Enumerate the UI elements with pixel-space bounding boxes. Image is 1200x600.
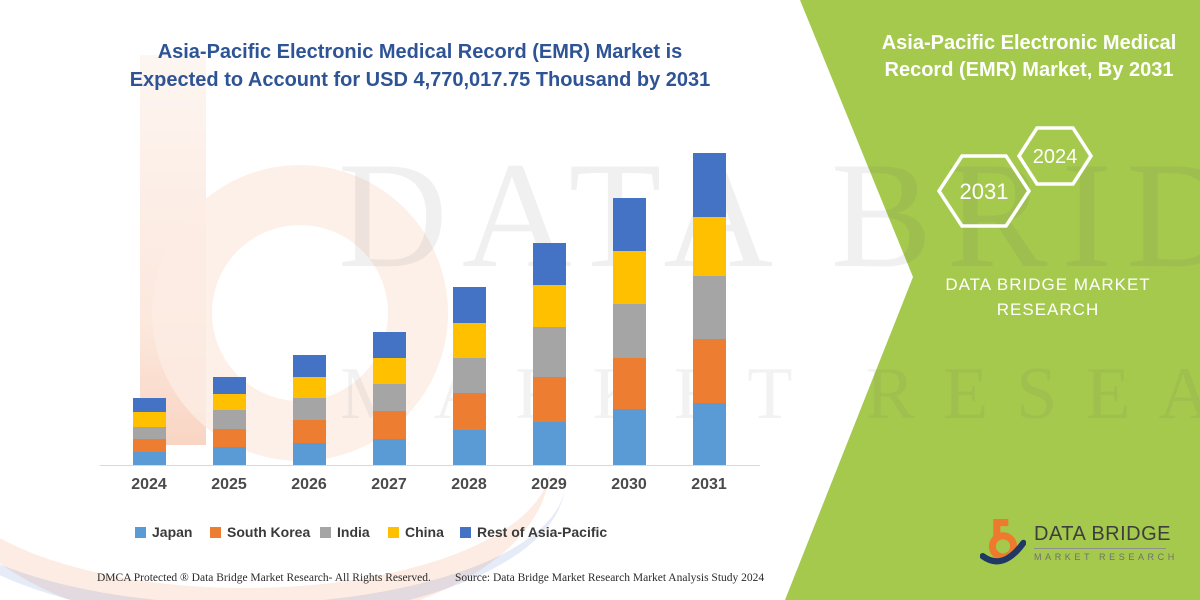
legend-item-india: India [320, 524, 370, 540]
bar-segment-japan [452, 430, 486, 465]
bar-segment-japan [212, 447, 246, 465]
bar-2028 [452, 287, 486, 465]
bar-segment-china [692, 217, 726, 276]
hexagon-2024-outline [1016, 126, 1094, 186]
bar-2026 [292, 355, 326, 465]
bar-segment-china [132, 412, 166, 427]
chart-title: Asia-Pacific Electronic Medical Record (… [100, 38, 740, 94]
x-axis-label-2027: 2027 [371, 476, 407, 493]
logo-subtitle: MARKET RESEARCH [1034, 551, 1178, 562]
x-axis-label-2030: 2030 [611, 476, 647, 493]
bar-2031 [692, 153, 726, 465]
bar-segment-japan [612, 409, 646, 465]
bar-segment-india [292, 398, 326, 420]
chart-title-line1: Asia-Pacific Electronic Medical Record (… [157, 41, 683, 63]
bar-segment-south-korea [452, 393, 486, 430]
legend-label: South Korea [227, 524, 311, 540]
bar-segment-south-korea [532, 377, 566, 422]
side-panel-brand-line1: DATA BRIDGE MARKET [945, 275, 1151, 294]
side-panel-brand: DATA BRIDGE MARKET RESEARCH [928, 272, 1168, 322]
side-panel-brand-line2: RESEARCH [996, 300, 1100, 319]
legend-swatch [320, 526, 331, 538]
legend-swatch [460, 526, 471, 538]
bar-segment-rest-of-asia-pacific [292, 355, 326, 377]
legend-swatch [388, 526, 399, 538]
bar-segment-india [532, 327, 566, 377]
hexagon-2031: 2031 [936, 152, 1032, 235]
bar-segment-rest-of-asia-pacific [132, 398, 166, 412]
bar-segment-india [132, 427, 166, 439]
data-bridge-logo-icon [980, 519, 1026, 565]
legend-item-japan: Japan [135, 524, 192, 540]
bar-segment-rest-of-asia-pacific [372, 332, 406, 358]
data-bridge-logo: DATA BRIDGE MARKET RESEARCH [980, 516, 1178, 568]
bar-2025 [212, 377, 246, 465]
hexagon-2031-outline [936, 154, 1032, 228]
x-axis-label-2025: 2025 [211, 476, 247, 493]
footer-dmca-text: DMCA Protected ® Data Bridge Market Rese… [97, 572, 431, 584]
hexagon-2024: 2024 [1016, 124, 1094, 193]
plot-area [100, 140, 760, 466]
bar-segment-south-korea [692, 339, 726, 403]
bar-segment-rest-of-asia-pacific [612, 198, 646, 251]
footer-source-text: Source: Data Bridge Market Research Mark… [455, 572, 765, 584]
bar-2027 [372, 332, 406, 465]
bar-segment-rest-of-asia-pacific [212, 377, 246, 394]
bar-segment-south-korea [292, 420, 326, 443]
legend-label: Rest of Asia-Pacific [477, 524, 608, 540]
bar-segment-india [372, 384, 406, 411]
legend-item-south-korea: South Korea [210, 524, 310, 540]
bar-segment-india [212, 410, 246, 429]
bar-segment-south-korea [372, 411, 406, 439]
bar-segment-japan [532, 422, 566, 465]
bar-segment-rest-of-asia-pacific [532, 243, 566, 285]
legend-item-china: China [388, 524, 444, 540]
bar-segment-south-korea [212, 429, 246, 447]
side-panel-heading-line1: Asia-Pacific Electronic Medical [881, 32, 1177, 54]
bar-segment-japan [692, 403, 726, 465]
x-axis-labels: 2024 2025 2026 2027 2028 2029 2030 2031 [100, 476, 760, 498]
legend-label: India [337, 524, 370, 540]
bar-segment-china [452, 323, 486, 358]
bar-segment-china [532, 285, 566, 327]
bar-segment-japan [292, 443, 326, 465]
hexagon-2031-label: 2031 [960, 179, 1009, 204]
bar-2029 [532, 243, 566, 465]
legend-item-rest-of-asia-pacific: Rest of Asia-Pacific [460, 524, 607, 540]
bar-2030 [612, 198, 646, 465]
bar-segment-japan [372, 439, 406, 465]
legend-swatch [135, 526, 146, 538]
side-panel-heading: Asia-Pacific Electronic Medical Record (… [864, 30, 1194, 84]
bar-segment-south-korea [612, 358, 646, 409]
logo-name: DATA BRIDGE [1034, 522, 1172, 545]
hexagon-2024-label: 2024 [1033, 146, 1078, 168]
legend-label: Japan [152, 524, 193, 540]
bar-segment-india [452, 358, 486, 393]
logo-divider [1034, 547, 1166, 549]
legend-swatch [210, 526, 221, 538]
chart-title-line2: Expected to Account for USD 4,770,017.75… [129, 69, 711, 91]
bar-segment-rest-of-asia-pacific [452, 287, 486, 323]
data-bridge-logo-text: DATA BRIDGE MARKET RESEARCH [1034, 523, 1178, 562]
bar-segment-south-korea [132, 439, 166, 452]
x-axis-label-2028: 2028 [451, 476, 487, 493]
bar-segment-india [612, 304, 646, 358]
x-axis-label-2031: 2031 [691, 476, 727, 493]
x-axis-label-2026: 2026 [291, 476, 327, 493]
watermark-text-row1: DATA BRIDGE [338, 131, 1200, 299]
bar-segment-china [372, 358, 406, 384]
legend-label: China [405, 524, 444, 540]
side-panel-heading-line2: Record (EMR) Market, By 2031 [884, 59, 1174, 81]
bar-segment-china [212, 394, 246, 410]
bar-2024 [132, 398, 166, 465]
bar-segment-china [612, 251, 646, 304]
bar-segment-india [692, 276, 726, 339]
bar-segment-rest-of-asia-pacific [692, 153, 726, 217]
bar-segment-japan [132, 452, 166, 465]
bar-segment-china [292, 377, 326, 398]
x-axis-label-2024: 2024 [131, 476, 167, 493]
legend: Japan South Korea India China Rest of Asia-P… [0, 524, 780, 542]
x-axis-label-2029: 2029 [531, 476, 567, 493]
